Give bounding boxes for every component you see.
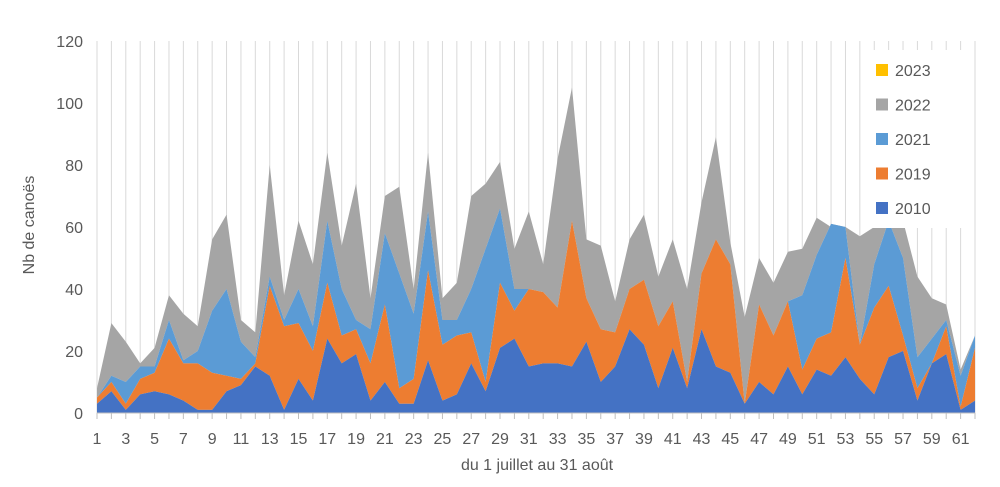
x-tick-label-1: 1 bbox=[93, 431, 102, 448]
legend-swatch-2022 bbox=[876, 98, 888, 111]
y-tick-label-120: 120 bbox=[56, 34, 83, 51]
y-tick-label-60: 60 bbox=[65, 220, 83, 237]
legend-label-2022: 2022 bbox=[895, 98, 931, 115]
x-tick-label-61: 61 bbox=[952, 431, 970, 448]
x-tick-label-21: 21 bbox=[376, 431, 394, 448]
y-tick-label-0: 0 bbox=[74, 406, 83, 423]
legend-item-2023: 2023 bbox=[876, 63, 931, 80]
area-series-2010 bbox=[97, 329, 975, 413]
x-tick-label-39: 39 bbox=[635, 431, 653, 448]
x-tick-label-7: 7 bbox=[179, 431, 188, 448]
area-series-2019 bbox=[97, 220, 975, 410]
x-tick-label-3: 3 bbox=[121, 431, 130, 448]
x-tick-label-27: 27 bbox=[462, 431, 480, 448]
x-tick-label-49: 49 bbox=[779, 431, 797, 448]
y-tick-label-20: 20 bbox=[65, 344, 83, 361]
x-tick-label-11: 11 bbox=[233, 431, 250, 448]
x-tick-label-37: 37 bbox=[606, 431, 624, 448]
y-tick-label-40: 40 bbox=[65, 282, 83, 299]
x-tick-label-19: 19 bbox=[347, 431, 365, 448]
x-tick-label-25: 25 bbox=[434, 431, 452, 448]
x-tick-labels: 1 3 5 7 9 11 13 15 17 19 21 23 25 27 29 31 33 35 37 39 41 43 4… bbox=[93, 431, 970, 448]
legend-item-2021: 2021 bbox=[876, 132, 931, 149]
area-series-2022 bbox=[97, 87, 975, 404]
legend-swatch-2010 bbox=[876, 202, 888, 214]
legend-item-2019: 2019 bbox=[876, 167, 931, 184]
y-tick-label-80: 80 bbox=[65, 158, 83, 175]
x-tick-label-45: 45 bbox=[721, 431, 739, 448]
x-tick-label-41: 41 bbox=[664, 431, 682, 448]
x-tick-label-15: 15 bbox=[290, 431, 308, 448]
x-tick-label-29: 29 bbox=[491, 431, 509, 448]
x-tick-label-35: 35 bbox=[577, 431, 595, 448]
x-tick-label-57: 57 bbox=[894, 431, 912, 448]
x-tick-label-13: 13 bbox=[261, 431, 279, 448]
legend-label-2023: 2023 bbox=[895, 63, 931, 80]
x-tick-label-31: 31 bbox=[520, 431, 538, 448]
series-areas bbox=[97, 87, 975, 413]
legend-item-2010: 2010 bbox=[876, 201, 931, 218]
y-tick-label-100: 100 bbox=[56, 96, 83, 113]
legend-item-2022: 2022 bbox=[876, 98, 931, 115]
x-tick-label-47: 47 bbox=[750, 431, 768, 448]
x-axis-label: du 1 juillet au 31 août bbox=[461, 457, 614, 474]
x-tick-label-59: 59 bbox=[923, 431, 941, 448]
legend-swatch-2021 bbox=[876, 133, 888, 145]
x-tick-label-55: 55 bbox=[865, 431, 883, 448]
legend-label-2019: 2019 bbox=[895, 167, 931, 184]
legend-swatch-2019 bbox=[876, 167, 888, 180]
x-tick-label-9: 9 bbox=[208, 431, 217, 448]
x-tick-label-17: 17 bbox=[318, 431, 336, 448]
x-tick-label-33: 33 bbox=[549, 431, 567, 448]
legend-swatch-2023 bbox=[876, 64, 888, 76]
x-tick-label-5: 5 bbox=[150, 431, 159, 448]
x-tick-label-53: 53 bbox=[837, 431, 855, 448]
y-tick-labels: 0 20 40 60 80 100 120 bbox=[56, 34, 83, 423]
y-axis-label: Nb de canoës bbox=[21, 176, 38, 275]
x-tick-label-43: 43 bbox=[693, 431, 711, 448]
axes bbox=[96, 412, 976, 419]
x-tick-label-23: 23 bbox=[405, 431, 423, 448]
legend: 2023 2022 2021 2019 2010 bbox=[866, 50, 972, 228]
x-tick-label-51: 51 bbox=[808, 431, 826, 448]
area-series-2021 bbox=[97, 208, 975, 407]
legend-label-2021: 2021 bbox=[895, 132, 931, 149]
legend-label-2010: 2010 bbox=[895, 201, 931, 218]
